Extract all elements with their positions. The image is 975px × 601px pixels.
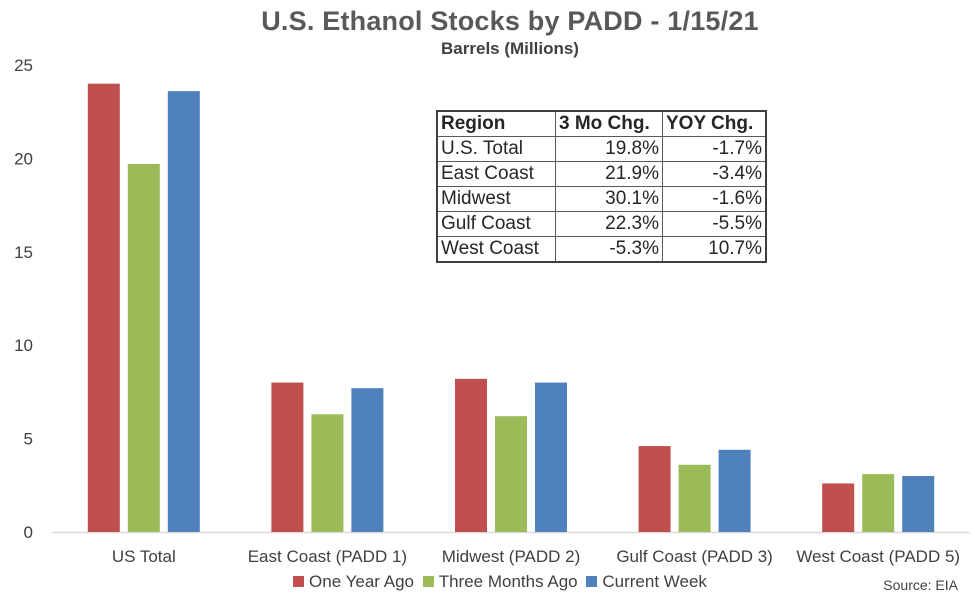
legend-swatch-three-months-ago [422, 576, 434, 587]
legend-label: Three Months Ago [438, 572, 578, 591]
table-row: East Coast 21.9% -3.4% [438, 161, 765, 187]
y-tick-label: 5 [24, 430, 33, 449]
legend-item-current-week: Current Week [586, 572, 707, 592]
legend-label: Current Week [602, 572, 707, 591]
legend-item-one-year-ago: One Year Ago [293, 572, 414, 592]
table-row: Midwest 30.1% -1.6% [438, 186, 765, 212]
bar-one-year-ago [455, 378, 487, 532]
table-cell-3mo: -5.3% [555, 236, 663, 261]
y-tick-label: 10 [14, 336, 33, 355]
table-header-region: Region [438, 112, 556, 137]
chart-title: U.S. Ethanol Stocks by PADD - 1/15/21 [261, 6, 759, 36]
table-cell-3mo: 21.9% [555, 161, 663, 187]
legend-swatch-current-week [586, 576, 598, 587]
chart-subtitle: Barrels (Millions) [441, 39, 579, 58]
bar-one-year-ago [271, 382, 304, 532]
table-cell-yoy: -1.6% [662, 186, 765, 212]
bar-three-months-ago [495, 416, 527, 532]
table-cell-3mo: 22.3% [555, 211, 663, 237]
y-tick-label: 25 [14, 56, 33, 75]
table-cell-region: West Coast [438, 236, 556, 261]
table-header-row: Region 3 Mo Chg. YOY Chg. [438, 112, 765, 137]
table-cell-region: Gulf Coast [438, 211, 556, 237]
table-cell-region: Midwest [438, 186, 556, 212]
bar-three-months-ago [678, 464, 711, 532]
x-tick-label: East Coast (PADD 1) [248, 547, 407, 566]
bar-one-year-ago [822, 483, 855, 532]
table-row: Gulf Coast 22.3% -5.5% [438, 211, 765, 237]
table-cell-3mo: 30.1% [555, 186, 663, 212]
legend-swatch-one-year-ago [293, 576, 305, 587]
bar-current-week [535, 382, 567, 532]
table-header-yoy: YOY Chg. [662, 112, 765, 137]
change-table: Region 3 Mo Chg. YOY Chg. U.S. Total 19.… [436, 110, 767, 263]
legend: One Year Ago Three Months Ago Current We… [0, 572, 975, 592]
table-row: West Coast -5.3% 10.7% [438, 236, 765, 261]
bar-current-week [718, 449, 751, 532]
bar-one-year-ago [638, 446, 671, 532]
x-tick-label: Gulf Coast (PADD 3) [616, 547, 773, 566]
y-tick-label: 20 [14, 149, 33, 168]
y-tick-label: 0 [24, 523, 33, 542]
bar-three-months-ago [311, 414, 344, 532]
table-cell-yoy: -3.4% [662, 161, 765, 187]
source-note: Source: EIA [883, 577, 958, 593]
bar-three-months-ago [862, 474, 895, 532]
bar-three-months-ago [127, 164, 160, 532]
x-tick-label: West Coast (PADD 5) [796, 547, 960, 566]
table-cell-yoy: 10.7% [662, 236, 765, 261]
legend-item-three-months-ago: Three Months Ago [422, 572, 578, 592]
table-cell-3mo: 19.8% [555, 136, 663, 162]
y-tick-label: 15 [14, 243, 33, 262]
table-cell-region: U.S. Total [438, 136, 556, 162]
table-cell-region: East Coast [438, 161, 556, 187]
table-header-3mo: 3 Mo Chg. [555, 112, 663, 137]
bar-current-week [902, 475, 935, 532]
bar-current-week [167, 91, 200, 532]
bar-one-year-ago [87, 83, 120, 533]
bar-current-week [351, 388, 384, 532]
table-cell-yoy: -1.7% [662, 136, 765, 162]
legend-label: One Year Ago [309, 572, 414, 591]
x-tick-label: Midwest (PADD 2) [442, 547, 581, 566]
table-row: U.S. Total 19.8% -1.7% [438, 136, 765, 162]
table-cell-yoy: -5.5% [662, 211, 765, 237]
x-tick-label: US Total [112, 547, 176, 566]
